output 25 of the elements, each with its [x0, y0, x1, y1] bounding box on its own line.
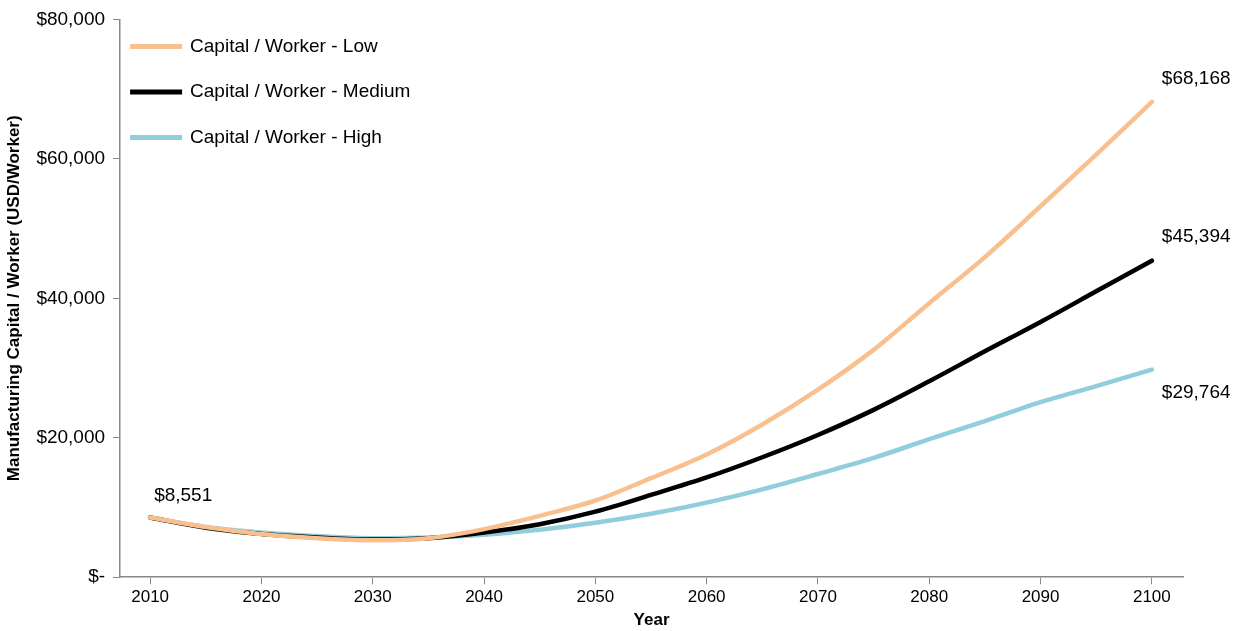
- x-tick-label: 2010: [131, 587, 170, 607]
- data-label: $45,394: [1161, 225, 1231, 247]
- x-tick-label: 2080: [910, 587, 949, 607]
- legend-label: Capital / Worker - Low: [190, 34, 378, 56]
- data-label: $68,168: [1161, 66, 1231, 88]
- y-axis-title: Manufacturing Capital / Worker (USD/Worker): [3, 115, 23, 482]
- line-series: [147, 99, 1155, 543]
- x-tick-label: 2060: [687, 587, 726, 607]
- x-tick-label: 2090: [1021, 587, 1060, 607]
- data-label: $29,764: [1161, 381, 1231, 403]
- y-tick-label: $80,000: [36, 7, 106, 29]
- x-tick-label: 2040: [465, 587, 503, 607]
- x-tick-label: 2100: [1132, 587, 1171, 607]
- x-tick-label: 2050: [576, 587, 615, 607]
- legend-label: Capital / Worker - Medium: [190, 80, 411, 102]
- y-tick-label: $60,000: [36, 147, 106, 169]
- data-label: $8,551: [154, 484, 213, 506]
- x-tick-label: 2070: [799, 587, 837, 607]
- x-tick-label: 2030: [353, 587, 392, 607]
- x-tick-label: 2020: [242, 587, 281, 607]
- y-tick-label: $20,000: [36, 425, 106, 447]
- y-tick-label: $40,000: [36, 286, 106, 308]
- x-axis-title: Year: [633, 610, 670, 630]
- y-tick-label: $-: [88, 565, 106, 587]
- legend-label: Capital / Worker - High: [190, 125, 382, 147]
